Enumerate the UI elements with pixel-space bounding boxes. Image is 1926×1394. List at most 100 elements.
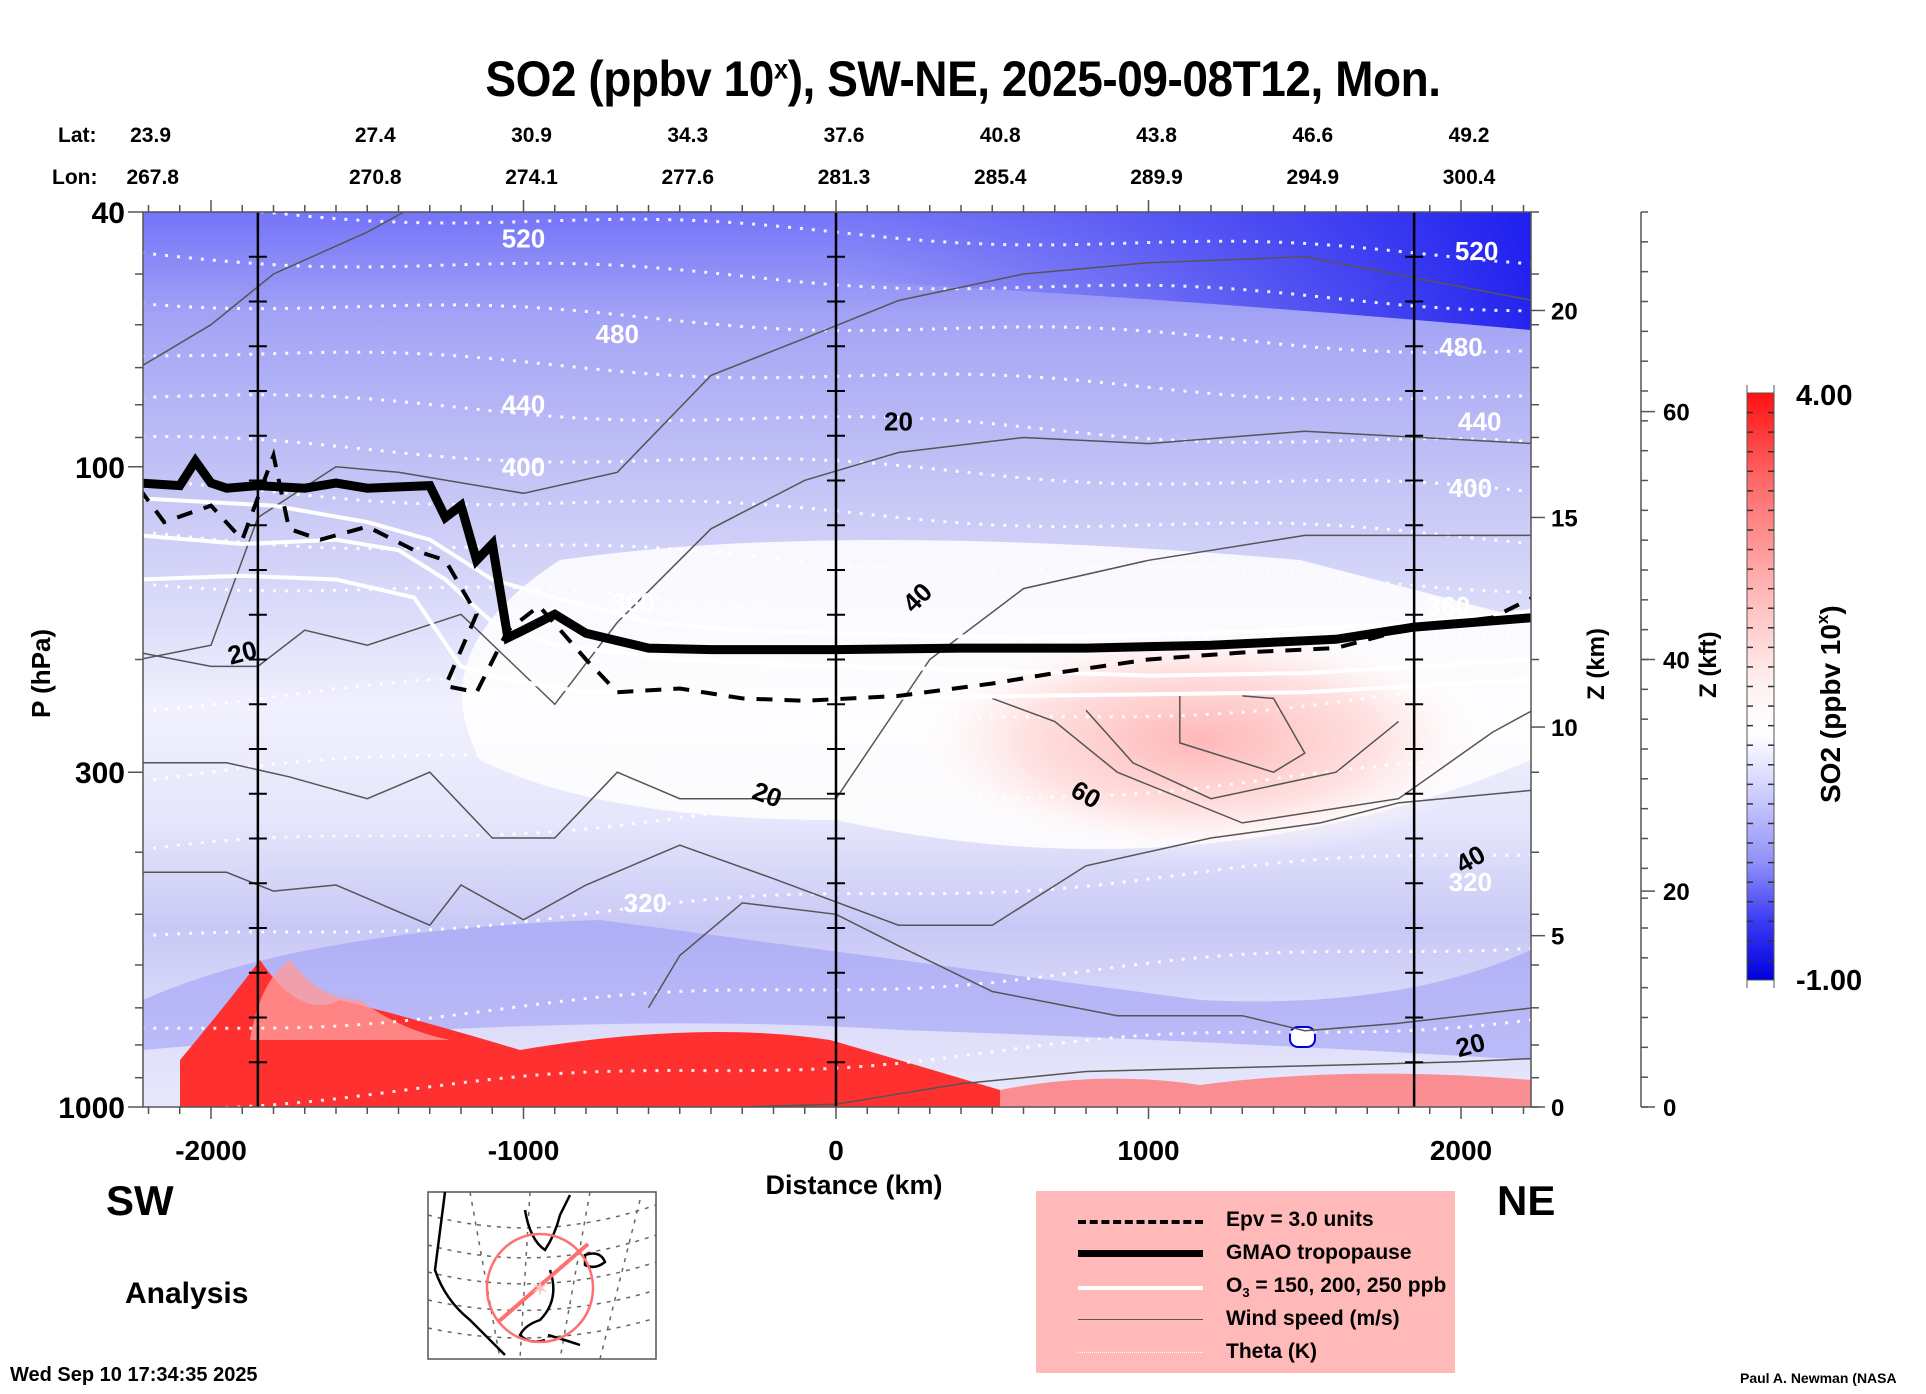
lat-value: 27.4 bbox=[354, 124, 396, 147]
so2-field-white-spot bbox=[1289, 1026, 1316, 1048]
theta-label: 320 bbox=[1449, 867, 1492, 897]
theta-line bbox=[143, 350, 1531, 402]
wind-contour bbox=[1085, 709, 1399, 800]
colorbar-ticks bbox=[1746, 385, 1775, 988]
wind-contours bbox=[143, 212, 1531, 1107]
z-kft-axis-label: Z (kft) bbox=[1695, 631, 1722, 698]
colorbar-label: SO2 (ppbv 10x) bbox=[1813, 605, 1846, 803]
legend-swatch-dashed bbox=[1078, 1220, 1203, 1224]
wind-contour bbox=[647, 902, 1531, 1032]
lon-value: 267.8 bbox=[126, 166, 179, 189]
lon-value: 294.9 bbox=[1286, 166, 1340, 189]
o3-contour bbox=[143, 533, 1531, 678]
y-axis-label: P (hPa) bbox=[26, 629, 56, 718]
y-tick-label: 100 bbox=[75, 452, 125, 485]
theta-label: 480 bbox=[596, 319, 639, 349]
lat-value: 30.9 bbox=[511, 124, 552, 147]
x-tick-label: -2000 bbox=[175, 1135, 247, 1166]
theta-label: 360 bbox=[611, 588, 654, 618]
y-tick-label: 1000 bbox=[58, 1092, 125, 1125]
lat-row-label: Lat: bbox=[58, 124, 97, 147]
tropopause-line bbox=[143, 453, 1531, 655]
wind-contour bbox=[143, 212, 406, 367]
lat-value: 40.8 bbox=[979, 124, 1021, 147]
z-km-tick-label: 5 bbox=[1551, 924, 1564, 951]
x-axis-label: Distance (km) bbox=[765, 1170, 942, 1200]
legend-item-wind: Wind speed (m/s) bbox=[1036, 1305, 1455, 1335]
inset-map: ✶ bbox=[427, 1191, 657, 1360]
so2-field-upper-strat bbox=[836, 212, 1531, 330]
lat-value: 46.6 bbox=[1292, 124, 1334, 147]
z-km-axis-label: Z (km) bbox=[1583, 628, 1610, 700]
timestamp: Wed Sep 10 17:34:35 2025 bbox=[10, 1364, 258, 1386]
legend-item-epv: Epv = 3.0 units bbox=[1036, 1206, 1455, 1236]
legend-swatch-dotted bbox=[1078, 1352, 1203, 1353]
z-kft-tick-label: 60 bbox=[1663, 400, 1690, 427]
theta-label: 520 bbox=[502, 224, 545, 254]
inset-range-circle bbox=[485, 1232, 595, 1344]
lon-value: 270.8 bbox=[348, 166, 402, 189]
wind-label: 20 bbox=[884, 407, 913, 437]
lon-value: 300.4 bbox=[1442, 166, 1496, 189]
theta-label: 400 bbox=[1449, 473, 1492, 503]
o3-contour bbox=[143, 496, 1531, 640]
legend-item-theta: Theta (K) bbox=[1036, 1338, 1455, 1368]
x-tick-label: 2000 bbox=[1430, 1135, 1492, 1166]
colorbar-max-label: 4.00 bbox=[1796, 380, 1852, 412]
wind-contour bbox=[143, 789, 1531, 927]
inset-center-star-icon: ✶ bbox=[531, 1276, 549, 1301]
credit: Paul A. Newman (NASA bbox=[1740, 1370, 1897, 1386]
chart-title: SO2 (ppbv 10x), SW-NE, 2025-09-08T12, Mo… bbox=[485, 51, 1441, 107]
wind-contour bbox=[992, 697, 1531, 824]
z-km-tick-label: 0 bbox=[1551, 1095, 1564, 1122]
so2-field-red-surface-left bbox=[180, 960, 1000, 1107]
z-kft-tick-label: 40 bbox=[1663, 648, 1690, 675]
z-kft-tick-label: 0 bbox=[1663, 1095, 1676, 1122]
z-km-tick-label: 20 bbox=[1551, 298, 1578, 325]
so2-field-red-surface-right bbox=[1000, 1073, 1531, 1107]
wind-contour bbox=[143, 430, 1531, 706]
z-km-tick-label: 10 bbox=[1551, 715, 1578, 742]
theta-label: 440 bbox=[1458, 407, 1501, 437]
inset-track-line bbox=[496, 1242, 590, 1324]
legend: Epv = 3.0 units GMAO tropopause O3 = 150… bbox=[1036, 1191, 1455, 1373]
legend-item-tropopause: GMAO tropopause bbox=[1036, 1239, 1455, 1269]
x-tick-label: -1000 bbox=[488, 1135, 560, 1166]
location-markers bbox=[248, 212, 1424, 1107]
direction-ne: NE bbox=[1497, 1177, 1555, 1224]
o3-contours bbox=[143, 496, 1531, 701]
x-tick-label: 1000 bbox=[1117, 1135, 1179, 1166]
z-km-tick-label: 15 bbox=[1551, 505, 1578, 532]
legend-swatch-thick bbox=[1078, 1250, 1203, 1257]
legend-swatch-white bbox=[1078, 1286, 1203, 1290]
lat-value: 23.9 bbox=[130, 124, 171, 147]
wind-contour bbox=[742, 1057, 1531, 1107]
x-tick-label: 0 bbox=[828, 1135, 844, 1166]
so2-field-red-plume bbox=[250, 960, 450, 1040]
theta-label: 440 bbox=[502, 390, 545, 420]
theta-line bbox=[143, 435, 1531, 494]
theta-labels: 520 480 440 400 360 320 520 480 440 400 360 320 bbox=[502, 224, 1502, 918]
theta-label: 480 bbox=[1439, 332, 1482, 362]
theta-label: 400 bbox=[502, 452, 545, 482]
axes: -2000 -1000 0 1000 2000 40 100 300 1000 0 5 10 15 20 0… bbox=[58, 197, 1689, 1166]
lon-value: 285.4 bbox=[973, 166, 1027, 189]
lon-row-label: Lon: bbox=[52, 166, 98, 189]
wind-contour bbox=[143, 534, 1531, 839]
direction-sw: SW bbox=[106, 1177, 174, 1224]
wind-contour bbox=[143, 256, 1531, 660]
lon-value: 281.3 bbox=[817, 166, 871, 189]
lon-value: 277.6 bbox=[661, 166, 715, 189]
legend-item-o3: O3 = 150, 200, 250 ppb bbox=[1036, 1272, 1455, 1302]
so2-field-pink-blob bbox=[900, 620, 1500, 860]
theta-label: 520 bbox=[1455, 236, 1498, 266]
theta-line bbox=[143, 393, 1531, 444]
lat-value: 37.6 bbox=[823, 124, 865, 147]
lat-value: 43.8 bbox=[1136, 124, 1177, 147]
lat-value: 49.2 bbox=[1448, 124, 1490, 147]
colorbar-min-label: -1.00 bbox=[1796, 965, 1862, 997]
legend-swatch-thin bbox=[1078, 1319, 1203, 1320]
lon-value: 274.1 bbox=[505, 166, 558, 189]
